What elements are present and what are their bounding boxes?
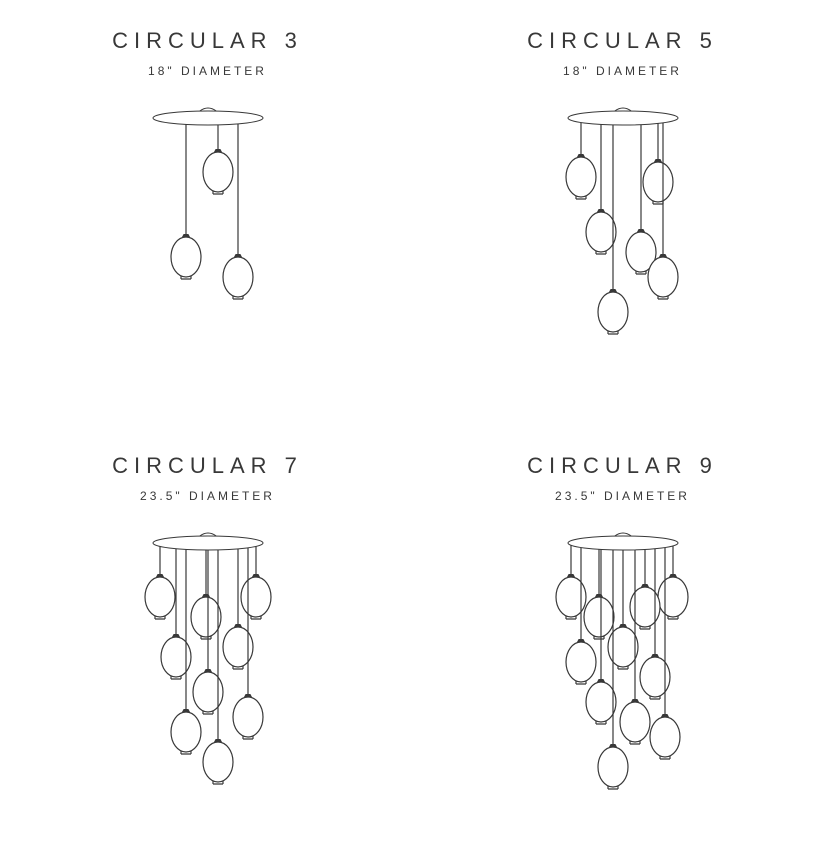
variant-circular-9: CIRCULAR 9 23.5" DIAMETER [415,425,830,849]
variant-circular-7: CIRCULAR 7 23.5" DIAMETER [0,425,415,849]
variant-title: CIRCULAR 5 [527,28,718,54]
variant-circular-5: CIRCULAR 5 18" DIAMETER [415,0,830,425]
variant-drawing [473,102,773,382]
variant-subtitle: 18" DIAMETER [563,64,682,78]
product-variant-grid: CIRCULAR 3 18" DIAMETER CIRCULAR 5 18" DIAM… [0,0,830,849]
variant-subtitle: 23.5" DIAMETER [555,489,690,503]
variant-circular-3: CIRCULAR 3 18" DIAMETER [0,0,415,425]
variant-subtitle: 18" DIAMETER [148,64,267,78]
variant-title: CIRCULAR 7 [112,453,303,479]
variant-subtitle: 23.5" DIAMETER [140,489,275,503]
variant-drawing [58,527,358,807]
variant-drawing [473,527,773,807]
variant-title: CIRCULAR 9 [527,453,718,479]
variant-title: CIRCULAR 3 [112,28,303,54]
variant-drawing [58,102,358,382]
